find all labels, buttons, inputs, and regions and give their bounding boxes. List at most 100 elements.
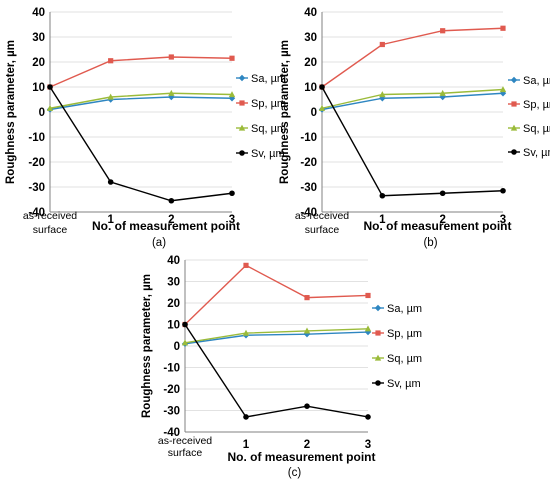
data-point <box>168 54 174 60</box>
y-tick-label: 20 <box>32 57 45 69</box>
data-point <box>243 262 249 268</box>
panel-label: (a) <box>152 237 166 249</box>
data-point <box>304 403 310 410</box>
series-line <box>184 328 369 344</box>
legend-swatch-marker <box>374 304 382 312</box>
data-point <box>440 28 446 34</box>
y-tick-label: -10 <box>28 132 45 144</box>
x-tick-label: as-received <box>158 435 212 447</box>
legend-swatch-marker <box>375 380 381 386</box>
data-point <box>304 295 310 301</box>
x-tick-label: 2 <box>304 439 310 451</box>
legend-swatch-marker <box>239 100 245 106</box>
y-tick-label: 40 <box>167 255 180 267</box>
chart-panel-b: -40 -30 -20 -10 0 10 20 30 40 as-received surface 1… <box>279 7 550 249</box>
legend-entry: Sq, µm <box>523 123 550 135</box>
x-tick-label: 3 <box>229 214 235 226</box>
series-line <box>49 56 233 88</box>
x-tick-label: 1 <box>243 439 250 451</box>
data-point <box>228 95 236 102</box>
x-tick-label: 3 <box>365 439 371 451</box>
data-point <box>107 93 114 100</box>
data-point <box>500 187 506 194</box>
y-tick-label: -40 <box>163 427 180 439</box>
y-tick-label: -10 <box>300 132 317 144</box>
series-line <box>184 324 369 418</box>
legend-entry: Sv, µm <box>387 378 421 390</box>
legend-entry: Sa, µm <box>523 75 550 87</box>
y-tick-label: -30 <box>300 182 317 194</box>
y-tick-label: 10 <box>304 82 317 94</box>
legend-swatch-marker <box>238 124 246 131</box>
legend-swatch-marker <box>510 124 518 131</box>
x-axis-title: No. of measurement point <box>363 219 511 233</box>
y-tick-label: -20 <box>28 157 45 169</box>
y-tick-label: 40 <box>32 7 45 19</box>
x-tick-label: 2 <box>168 214 174 226</box>
y-tick-label: -10 <box>163 363 180 375</box>
series-line <box>321 27 504 88</box>
legend-entry: Sq, µm <box>251 123 286 135</box>
y-tick-label: -20 <box>163 384 180 396</box>
data-point <box>108 58 114 64</box>
panel-label: (b) <box>423 237 437 249</box>
x-tick-label: 2 <box>439 214 445 226</box>
data-point <box>228 91 236 98</box>
y-tick-label: 0 <box>174 341 180 353</box>
series-line <box>321 86 504 197</box>
data-point <box>242 329 250 336</box>
y-axis-title: Roughness parameter, µm <box>5 40 17 184</box>
data-point <box>439 89 446 96</box>
data-point <box>243 414 249 420</box>
x-tick-label: as-received <box>295 210 349 222</box>
y-tick-label: -20 <box>300 157 317 169</box>
legend-swatch-marker <box>375 330 381 336</box>
x-tick-label-line2: surface <box>305 224 340 236</box>
legend-swatch-marker <box>374 354 382 361</box>
y-axis-title: Roughness parameter, µm <box>279 40 291 184</box>
legend-entry: Sa, µm <box>251 73 286 85</box>
legend-entry: Sa, µm <box>387 303 422 315</box>
data-point <box>46 104 54 111</box>
y-tick-label: 20 <box>167 298 180 310</box>
y-tick-label: 30 <box>167 277 180 289</box>
data-point <box>500 25 506 31</box>
series-line <box>184 331 369 345</box>
y-tick-label: -40 <box>300 207 317 219</box>
data-point <box>318 104 326 111</box>
data-point <box>303 327 311 334</box>
y-axis-title: Roughness parameter, µm <box>141 274 153 418</box>
data-point <box>379 192 386 199</box>
x-axis-title: No. of measurement point <box>92 219 240 233</box>
legend-entry: Sv, µm <box>251 148 285 160</box>
series-line <box>321 92 504 111</box>
legend-entry: Sp, µm <box>523 99 550 111</box>
series-line <box>49 86 233 202</box>
legend-entry: Sp, µm <box>387 328 422 340</box>
y-tick-label: 0 <box>39 107 45 119</box>
data-point <box>229 55 235 61</box>
y-tick-label: 40 <box>304 7 317 19</box>
x-axis-title: No. of measurement point <box>227 450 375 464</box>
x-tick-label: 1 <box>107 214 114 226</box>
y-tick-label: 20 <box>304 57 317 69</box>
y-tick-label: 30 <box>304 32 317 44</box>
series-line <box>49 92 233 109</box>
data-point <box>365 414 371 420</box>
legend-swatch-marker <box>239 150 245 156</box>
data-point <box>365 292 371 299</box>
data-point <box>379 41 385 48</box>
data-point <box>364 325 372 332</box>
series-line <box>184 264 369 326</box>
data-point <box>168 89 175 96</box>
x-tick-label: 1 <box>379 214 386 226</box>
chart-panel-a: -40 -30 -20 -10 0 10 20 30 40 as-received surface 1… <box>5 7 286 249</box>
y-tick-label: 0 <box>311 107 317 119</box>
data-point <box>182 321 188 328</box>
legend-swatch-marker <box>238 74 246 82</box>
x-tick-label: as-received <box>23 210 77 222</box>
x-tick-label-line2: surface <box>33 224 68 236</box>
x-tick-label: 3 <box>500 214 506 226</box>
